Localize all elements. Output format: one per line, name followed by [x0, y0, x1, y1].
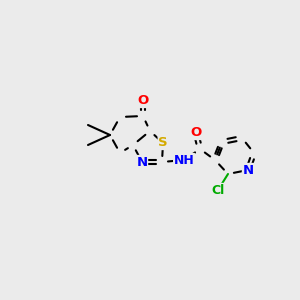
Text: O: O: [137, 94, 148, 107]
Text: NH: NH: [174, 154, 194, 166]
Text: N: N: [136, 155, 148, 169]
Text: N: N: [242, 164, 253, 176]
Text: O: O: [190, 127, 202, 140]
Text: S: S: [158, 136, 168, 149]
Text: Cl: Cl: [212, 184, 225, 196]
